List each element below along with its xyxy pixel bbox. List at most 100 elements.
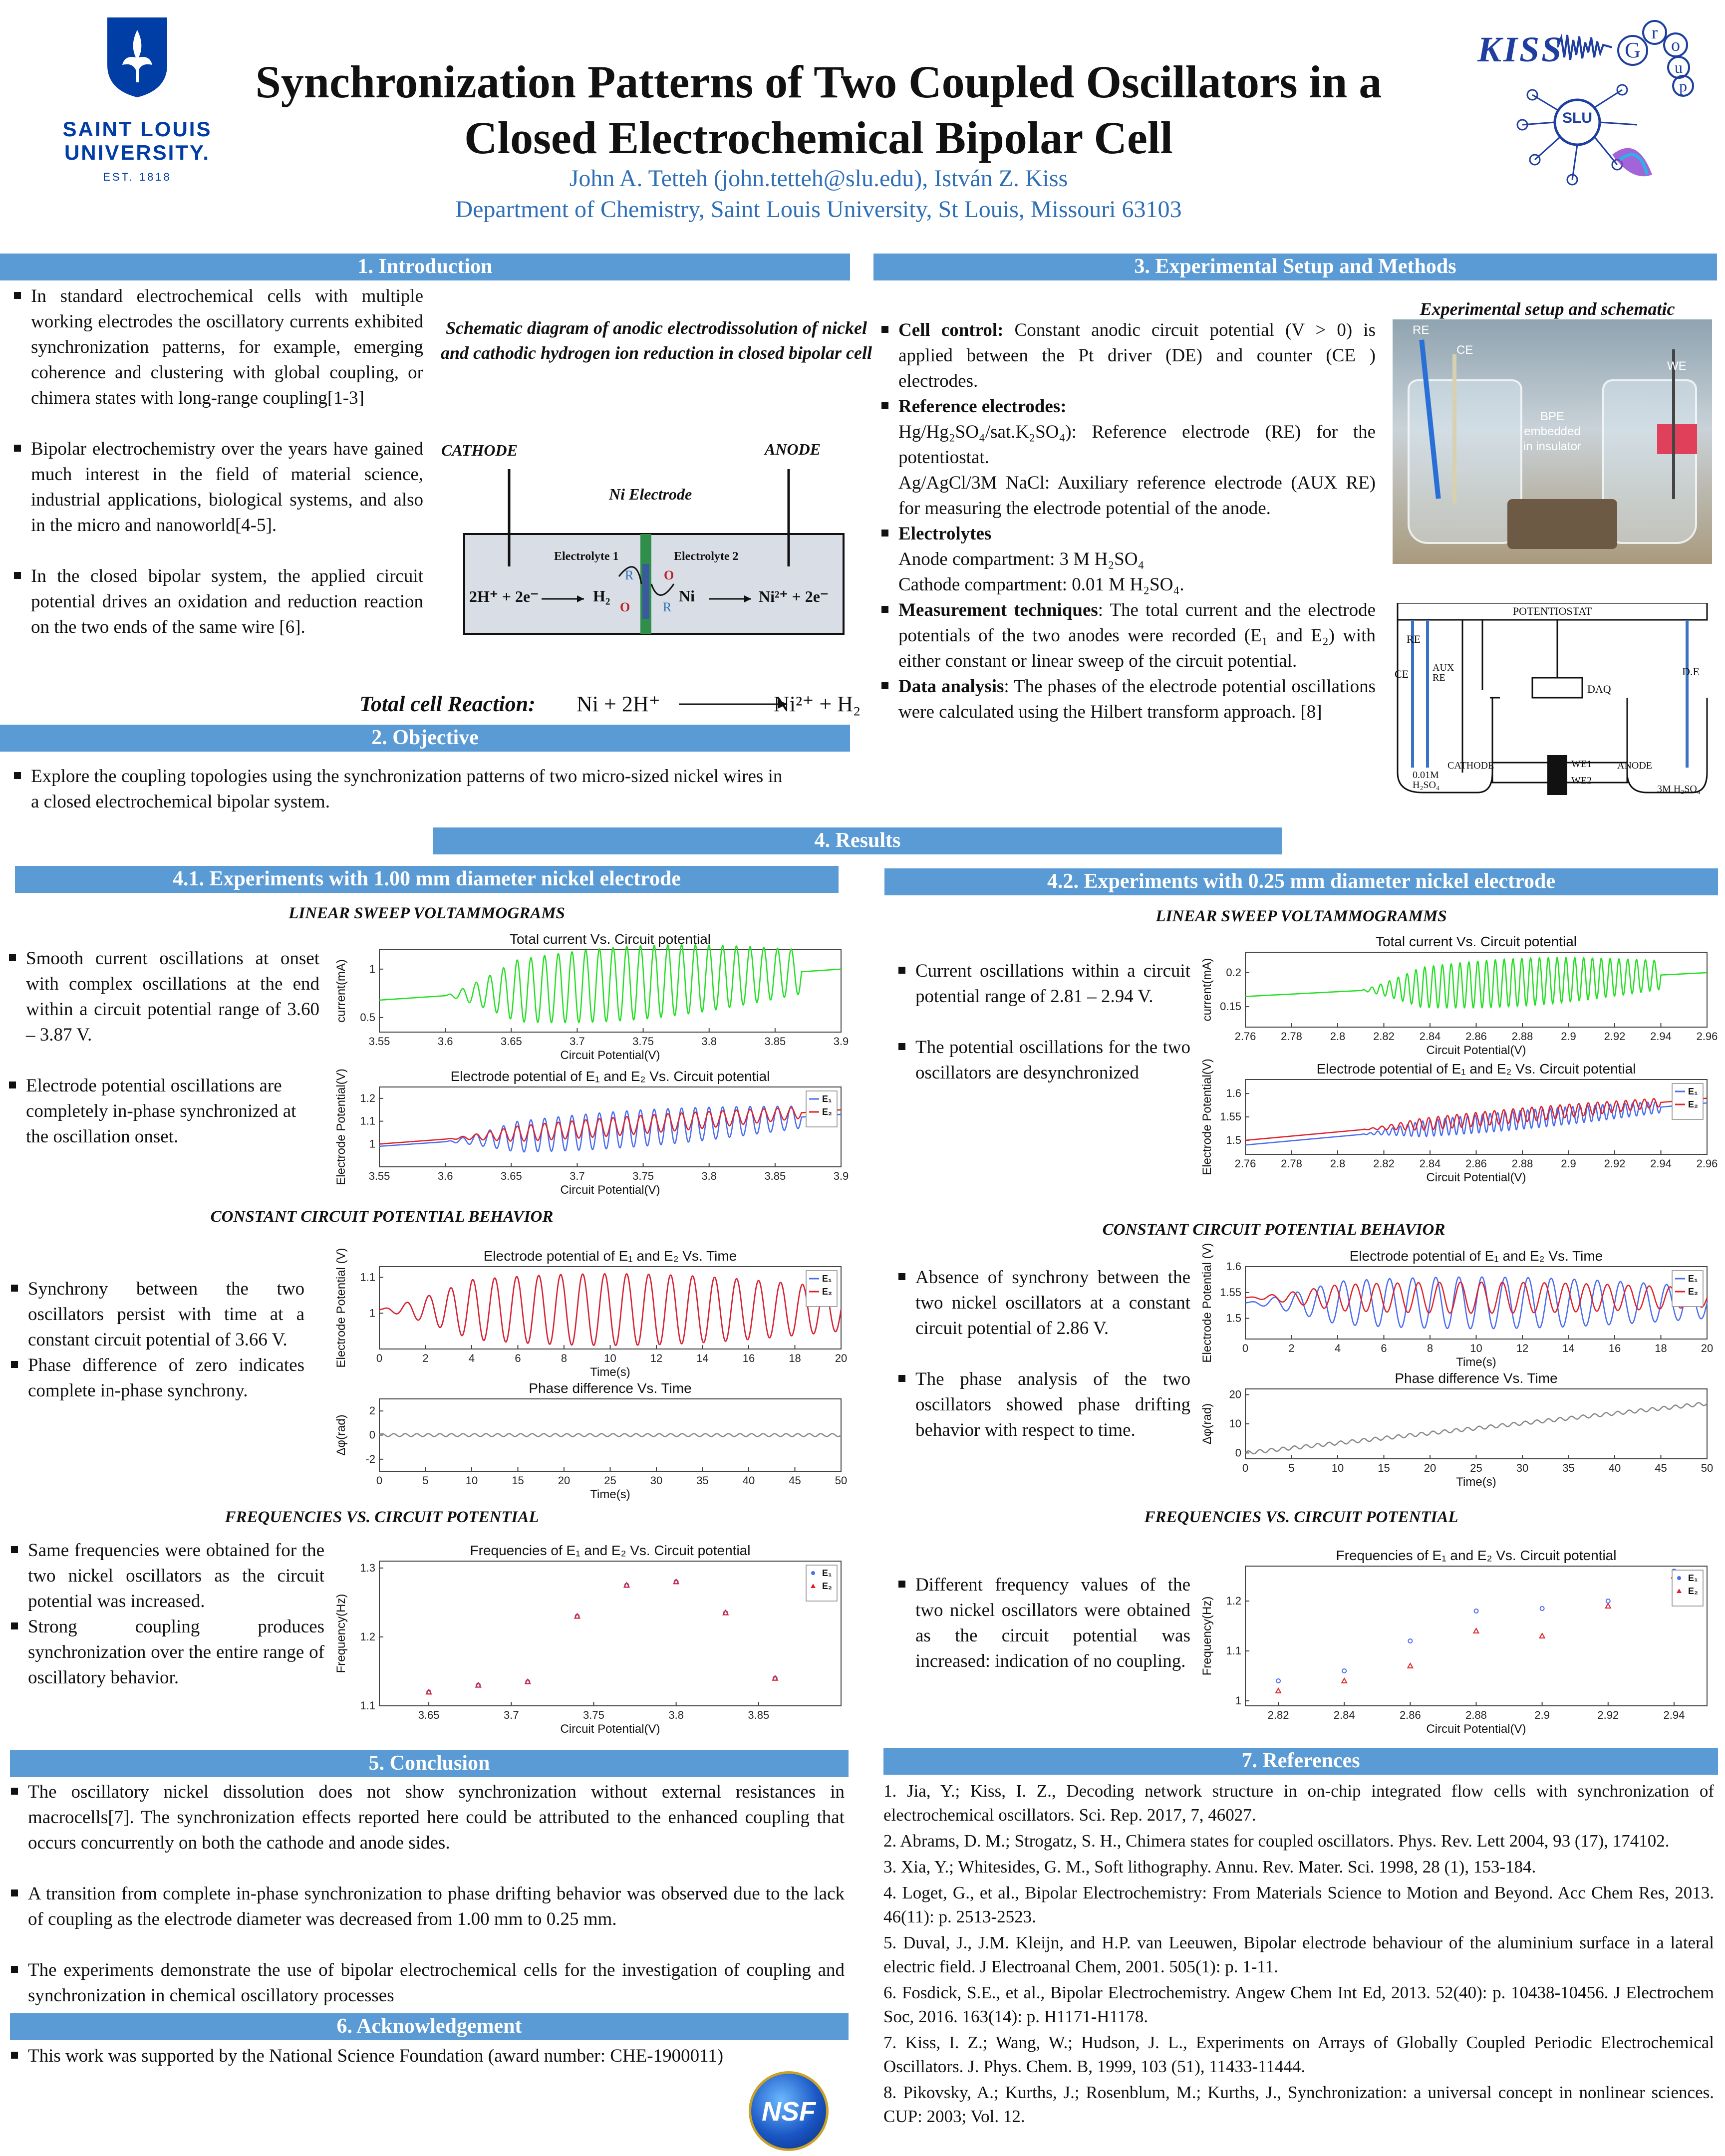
y-tick-label: 1.2: [360, 1092, 375, 1104]
bullet-icon: [881, 530, 888, 537]
anode-label: ANODE: [765, 440, 821, 458]
conclusion-bullet: The oscillatory nickel dissolution does …: [11, 1779, 845, 1856]
slu-logo: SAINT LOUIS UNIVERSITY. EST. 1818: [52, 15, 222, 185]
series-line: [1245, 1101, 1707, 1146]
setup-text: Cell control: Constant anodic circuit po…: [881, 317, 1376, 725]
chart-frequencies-right: Frequencies of E₁ and E₂ Vs. Circuit pot…: [1200, 1548, 1708, 1736]
data-point: [772, 1674, 779, 1681]
x-axis-label: Circuit Potential(V): [560, 1049, 660, 1062]
x-tick-label: 3.65: [418, 1709, 440, 1721]
chart-title: Frequencies of E₁ and E₂ Vs. Circuit pot…: [1336, 1548, 1617, 1563]
data-point: [475, 1681, 482, 1688]
sch-aux-label: AUX RE: [1433, 662, 1454, 683]
y-tick-label: 0: [369, 1429, 375, 1441]
bullet-icon: [898, 1375, 905, 1382]
x-tick-label: 20: [1701, 1342, 1713, 1354]
data-point: [722, 1609, 729, 1616]
legend-label: E₁: [822, 1274, 832, 1284]
ni-reactant: Ni: [679, 587, 695, 605]
series-line: [1245, 1276, 1708, 1330]
chart-electrode-potential-time-right: Electrode potential of E₁ and E₂ Vs. Tim…: [1200, 1243, 1713, 1369]
x-tick-label: 10: [1332, 1462, 1344, 1474]
photo-re-label: RE: [1413, 323, 1430, 337]
x-tick-label: 2.84: [1420, 1030, 1441, 1043]
setup-bullet-measurement: Measurement techniques: The total curren…: [881, 597, 1376, 674]
reaction-arrow-icon: [679, 700, 788, 709]
results-bullet: Current oscillations within a circuit po…: [898, 958, 1190, 1009]
poster-title: Synchronization Patterns of Two Coupled …: [220, 54, 1418, 166]
x-tick-label: 3.7: [504, 1709, 519, 1721]
y-tick-label: 1.3: [360, 1562, 375, 1574]
r-label: R: [625, 568, 634, 582]
legend-box: [1672, 1570, 1704, 1607]
x-tick-label: 18: [789, 1352, 801, 1364]
legend-label: E₁: [1688, 1573, 1698, 1583]
results-bullet: Same frequencies were obtained for the t…: [11, 1538, 324, 1614]
reference-item: 3. Xia, Y.; Whitesides, G. M., Soft lith…: [883, 1857, 1536, 1877]
setup-bullet-data-analysis: Data analysis: The phases of the electro…: [881, 674, 1376, 725]
cathode-reaction: 2H⁺ + 2e⁻: [469, 587, 539, 605]
data-point: [1276, 1678, 1281, 1683]
y-axis-label: Δφ(rad): [1200, 1403, 1214, 1444]
legend-label: E₂: [822, 1287, 832, 1297]
section-heading-references: 7. References: [883, 1748, 1718, 1775]
chart-title: Electrode potential of E₁ and E₂ Vs. Tim…: [484, 1248, 737, 1264]
results-bullet: Different frequency values of the two ni…: [898, 1572, 1190, 1674]
data-point: [524, 1678, 532, 1684]
legend-label: E₁: [1688, 1086, 1698, 1096]
x-tick-label: 30: [650, 1474, 662, 1487]
x-tick-label: 2.86: [1400, 1709, 1421, 1721]
chart-title: Phase difference Vs. Time: [1395, 1370, 1557, 1386]
legend-label: E₂: [1688, 1586, 1698, 1596]
x-tick-label: 3.75: [632, 1170, 654, 1182]
x-tick-label: 2.88: [1465, 1709, 1487, 1721]
x-tick-label: 14: [696, 1352, 708, 1364]
legend-label: E₂: [822, 1581, 832, 1591]
sch-right-conc-label: 3M H₂SO₄: [1657, 784, 1701, 795]
y-axis-label: current(mA): [1200, 958, 1214, 1022]
y-tick-label: 1.2: [360, 1630, 375, 1643]
data-point: [425, 1688, 432, 1695]
plot-area: [379, 949, 842, 1033]
bullet-icon: [898, 1043, 905, 1050]
series-line: [379, 1273, 842, 1347]
x-tick-label: 3.85: [764, 1035, 786, 1048]
o-label: O: [620, 600, 630, 614]
chart-title: Electrode potential of E₁ and E₂ Vs. Cir…: [451, 1069, 770, 1084]
data-point: [1538, 1632, 1546, 1638]
nsf-logo-text: NSF: [762, 2097, 816, 2127]
x-tick-label: 2: [422, 1352, 428, 1364]
results-right-text-2: Absence of synchrony between the two nic…: [898, 1265, 1190, 1468]
x-tick-label: 2.9: [1561, 1030, 1576, 1043]
affiliation: Department of Chemistry, Saint Louis Uni…: [455, 196, 1182, 223]
x-tick-label: 2.78: [1281, 1157, 1302, 1170]
conclusion-text: The oscillatory nickel dissolution does …: [11, 1779, 845, 2008]
schematic-diagram: CATHODE ANODE Ni Electrode Electrolyte 1…: [439, 434, 868, 649]
kiss-logo-text: KISS: [1477, 29, 1564, 69]
chart-title: Total current Vs. Circuit potential: [510, 931, 711, 947]
x-tick-label: 2.82: [1373, 1030, 1395, 1043]
x-tick-label: 3.9: [834, 1170, 849, 1182]
bullet-icon: [11, 1889, 18, 1896]
sch-daq-label: DAQ: [1587, 683, 1611, 695]
legend-marker: [1677, 1576, 1681, 1580]
group-letters: G r o u p: [1617, 20, 1697, 97]
x-tick-label: 15: [512, 1474, 524, 1487]
sch-we2-label: WE2: [1571, 775, 1592, 786]
x-tick-label: 3.6: [438, 1035, 453, 1048]
y-tick-label: 1.55: [1220, 1286, 1241, 1299]
x-tick-label: 0: [1242, 1462, 1248, 1474]
bullet-icon: [14, 445, 21, 452]
x-tick-label: 20: [558, 1474, 570, 1487]
x-tick-label: 3.55: [369, 1170, 390, 1182]
results-bullet: Phase difference of zero indicates compl…: [11, 1352, 304, 1403]
bullet-icon: [14, 292, 21, 299]
x-tick-label: 2.78: [1281, 1030, 1302, 1043]
x-tick-label: 40: [1609, 1462, 1621, 1474]
x-tick-label: 2.76: [1235, 1157, 1256, 1170]
y-tick-label: 1.6: [1226, 1087, 1241, 1099]
ni-electrode-label: Ni Electrode: [609, 485, 692, 503]
sch-anode-label: ANODE: [1617, 760, 1652, 771]
x-tick-label: 2.8: [1330, 1030, 1346, 1043]
x-tick-label: 3.8: [701, 1170, 717, 1182]
